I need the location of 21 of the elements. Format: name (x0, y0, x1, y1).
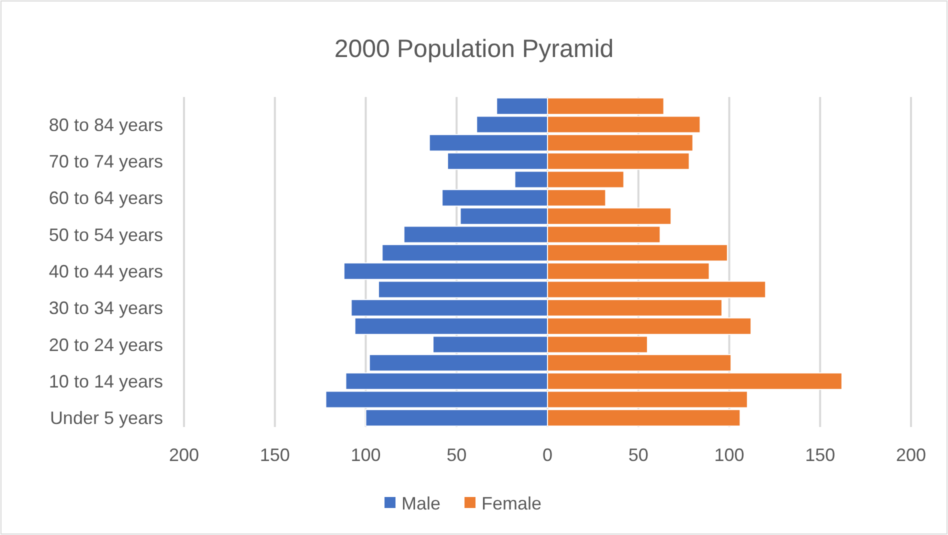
y-tick-label: 60 to 64 years (48, 188, 163, 208)
y-tick-label: 40 to 44 years (48, 261, 163, 282)
y-tick-label: Under 5 years (50, 408, 163, 428)
x-tick-label: 0 (542, 445, 553, 465)
y-tick-label: 10 to 14 years (48, 371, 163, 392)
y-tick-label: 70 to 74 years (48, 151, 163, 172)
y-tick-label: 50 to 54 years (48, 224, 163, 245)
x-tick-label: 50 (446, 445, 467, 465)
x-tick-label: 150 (260, 445, 290, 465)
x-tick-label: 100 (350, 445, 381, 465)
y-tick-label: 80 to 84 years (48, 114, 163, 135)
legend-label: Female (482, 493, 542, 514)
x-tick-label: 100 (714, 445, 744, 465)
x-tick-label: 200 (168, 445, 200, 465)
y-tick-label: 20 to 24 years (48, 334, 163, 355)
chart-title: 2000 Population Pyramid (334, 35, 614, 63)
x-tick-label: 50 (628, 445, 648, 465)
legend-label: Male (402, 493, 441, 514)
x-tick-label: 150 (805, 445, 836, 465)
x-tick-label: 200 (896, 445, 926, 465)
y-tick-label: 30 to 34 years (48, 298, 163, 318)
